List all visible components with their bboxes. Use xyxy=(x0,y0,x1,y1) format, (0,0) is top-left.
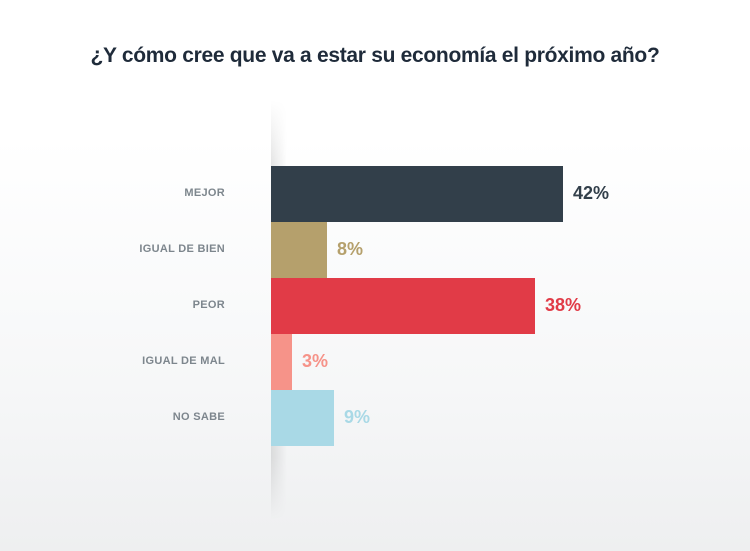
category-label: IGUAL DE BIEN xyxy=(139,243,225,255)
category-label: PEOR xyxy=(192,299,225,311)
category-label: IGUAL DE MAL xyxy=(142,355,225,367)
chart-title: ¿Y cómo cree que va a estar su economía … xyxy=(90,44,660,67)
value-label: 9% xyxy=(344,407,371,427)
value-label: 8% xyxy=(337,239,364,259)
value-label: 3% xyxy=(302,351,329,371)
bar xyxy=(271,222,327,278)
category-label: MEJOR xyxy=(184,187,225,199)
bar xyxy=(271,390,334,446)
value-label: 38% xyxy=(545,295,582,315)
bar xyxy=(271,334,292,390)
category-label: NO SABE xyxy=(172,411,225,423)
bar xyxy=(271,166,563,222)
bar xyxy=(271,278,535,334)
value-label: 42% xyxy=(573,183,610,203)
